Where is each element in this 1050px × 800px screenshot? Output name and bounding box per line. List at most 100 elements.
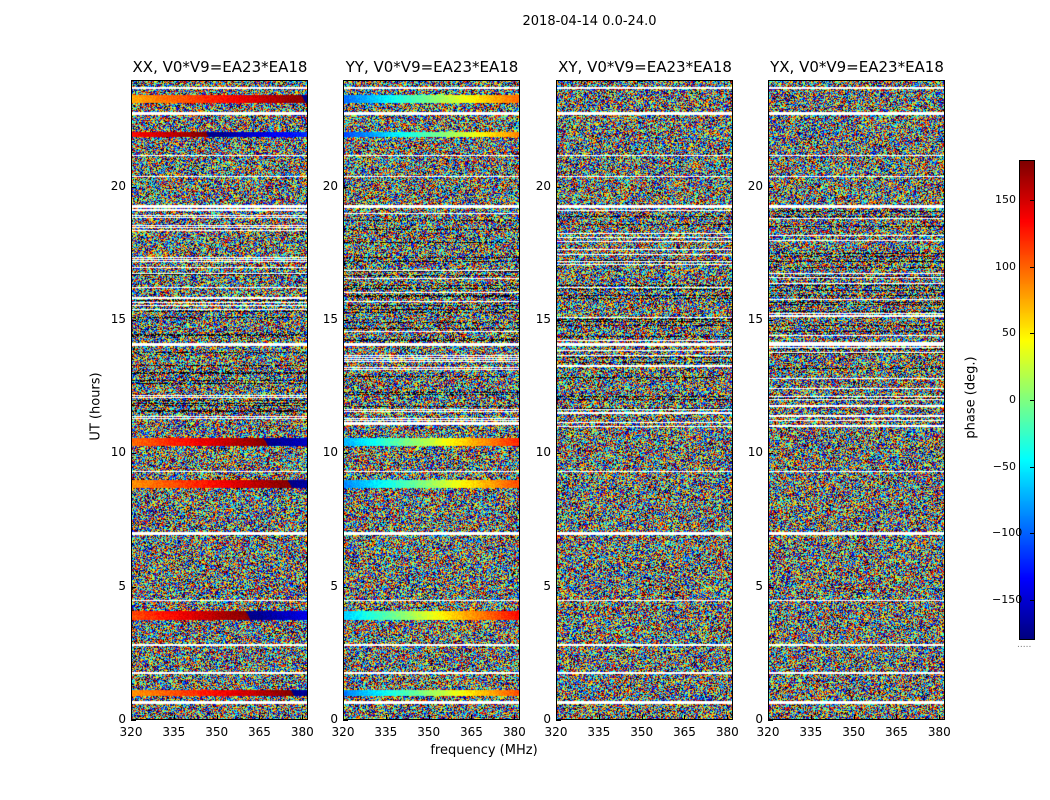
y-tick-label: 15 — [747, 312, 763, 326]
y-tick-mark — [768, 586, 773, 588]
y-tick-label: 20 — [110, 178, 126, 193]
y-tick-mark — [556, 453, 561, 455]
figure-suptitle: 2018-04-14 0.0-24.0 — [522, 14, 657, 29]
x-tick-label: 335 — [162, 725, 186, 739]
y-tick-label: 10 — [322, 445, 338, 460]
colorbar-tick-mark — [1030, 533, 1035, 535]
x-tick-label: 350 — [630, 725, 654, 739]
x-tick-mark — [939, 715, 941, 720]
x-tick-label: 335 — [587, 725, 611, 739]
x-tick-label: 335 — [799, 725, 823, 739]
colorbar-tick-mark — [1030, 266, 1035, 268]
y-tick-mark — [768, 720, 773, 721]
y-tick-label: 0 — [330, 712, 338, 726]
y-tick-label: 10 — [110, 445, 126, 460]
x-tick-label: 320 — [756, 725, 780, 739]
y-tick-mark — [131, 720, 136, 721]
x-tick-mark — [428, 715, 430, 720]
y-tick-label: 15 — [322, 312, 338, 326]
y-tick-mark — [768, 453, 773, 455]
y-tick-label: 0 — [543, 712, 551, 726]
y-tick-mark — [131, 320, 136, 321]
x-tick-label: 365 — [885, 725, 908, 739]
x-tick-mark — [896, 715, 898, 720]
x-tick-mark — [684, 715, 686, 720]
x-tick-label: 320 — [331, 725, 355, 739]
y-tick-mark — [556, 320, 561, 321]
y-tick-mark — [768, 320, 773, 321]
y-tick-mark — [556, 720, 561, 721]
y-tick-label: 5 — [755, 578, 763, 593]
colorbar-tick-label: −50 — [992, 459, 1016, 473]
colorbar-tick-mark — [1030, 600, 1035, 601]
x-tick-label: 380 — [290, 725, 314, 739]
heatmap-yy — [344, 81, 519, 719]
x-axis-label: frequency (MHz) — [430, 743, 538, 758]
y-tick-label: 15 — [535, 312, 551, 326]
panel-yy — [343, 80, 520, 720]
x-tick-label: 350 — [417, 725, 441, 739]
y-tick-mark — [343, 320, 348, 321]
y-tick-mark — [343, 720, 348, 721]
x-tick-label: 380 — [715, 725, 739, 739]
y-tick-mark — [131, 186, 136, 188]
x-tick-mark — [727, 715, 729, 720]
x-tick-mark — [810, 715, 812, 720]
y-tick-mark — [343, 453, 348, 455]
panel-title-yy: YY, V0*V9=EA23*EA18 — [345, 58, 519, 76]
colorbar-tick-mark — [1030, 200, 1035, 201]
colorbar-tick-label: 150 — [995, 193, 1016, 206]
y-tick-label: 5 — [118, 578, 126, 593]
colorbar-footer: ..... — [1017, 640, 1032, 650]
y-axis-label: UT (hours) — [88, 372, 104, 441]
y-tick-label: 0 — [755, 712, 763, 726]
colorbar-label: phase (deg.) — [963, 356, 979, 439]
colorbar-tick-label: −100 — [992, 526, 1023, 540]
x-tick-mark — [641, 715, 643, 720]
y-tick-label: 10 — [535, 445, 551, 460]
colorbar-tick-label: 100 — [995, 259, 1016, 273]
x-tick-label: 365 — [460, 725, 483, 739]
x-tick-mark — [216, 715, 218, 720]
panel-title-xy: XY, V0*V9=EA23*EA18 — [558, 58, 732, 76]
x-tick-label: 365 — [248, 725, 271, 739]
x-tick-label: 380 — [502, 725, 526, 739]
y-tick-mark — [131, 453, 136, 455]
x-tick-mark — [302, 715, 304, 720]
y-tick-label: 10 — [747, 445, 763, 460]
heatmap-yx — [769, 81, 944, 719]
x-tick-mark — [853, 715, 855, 720]
y-tick-mark — [343, 186, 348, 188]
y-tick-label: 5 — [543, 578, 551, 593]
heatmap-xx — [132, 81, 307, 719]
x-tick-label: 320 — [544, 725, 568, 739]
x-tick-mark — [556, 715, 557, 720]
panel-xy — [556, 80, 733, 720]
y-tick-mark — [556, 186, 561, 188]
colorbar-tick-mark — [1030, 400, 1035, 401]
y-tick-label: 20 — [535, 178, 551, 193]
panel-yx — [768, 80, 945, 720]
panel-xx — [131, 80, 308, 720]
y-tick-label: 20 — [747, 178, 763, 193]
x-tick-label: 350 — [842, 725, 866, 739]
x-tick-mark — [598, 715, 600, 720]
panel-title-xx: XX, V0*V9=EA23*EA18 — [132, 58, 308, 76]
x-tick-label: 350 — [205, 725, 229, 739]
y-tick-label: 15 — [110, 312, 126, 326]
colorbar-tick-mark — [1030, 466, 1035, 468]
x-tick-mark — [471, 715, 473, 720]
x-tick-mark — [131, 715, 132, 720]
y-tick-mark — [768, 186, 773, 188]
x-tick-mark — [173, 715, 175, 720]
y-tick-mark — [343, 586, 348, 588]
x-tick-label: 320 — [119, 725, 143, 739]
panel-title-yx: YX, V0*V9=EA23*EA18 — [770, 58, 944, 76]
y-tick-label: 5 — [330, 578, 338, 593]
x-tick-mark — [259, 715, 261, 720]
x-tick-mark — [514, 715, 516, 720]
x-tick-mark — [385, 715, 387, 720]
colorbar-tick-label: −150 — [992, 593, 1023, 606]
heatmap-xy — [557, 81, 732, 719]
colorbar-tick-mark — [1030, 333, 1035, 335]
